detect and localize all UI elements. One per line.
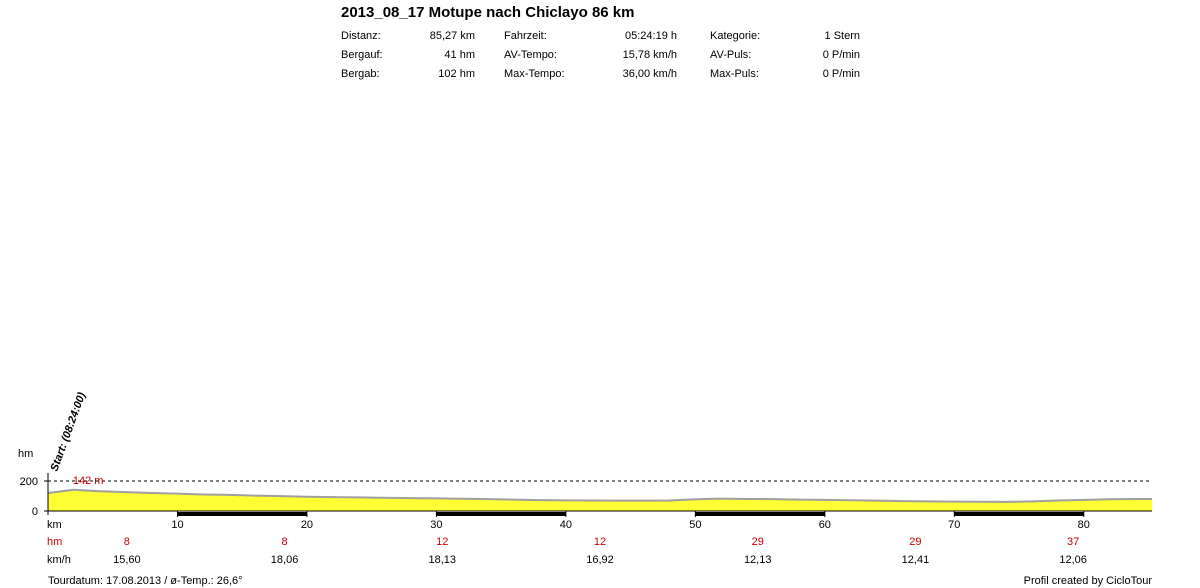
- elevation-area: [48, 489, 1152, 511]
- stat-value-max-tempo: 36,00 km/h: [622, 68, 677, 80]
- distance-band: [177, 512, 307, 516]
- x-tick-label: 80: [1078, 519, 1090, 531]
- x-tick-label: 60: [819, 519, 831, 531]
- x-tick-label: 70: [948, 519, 960, 531]
- stat-label-fahrzeit: Fahrzeit:: [504, 30, 547, 42]
- distance-band: [695, 512, 825, 516]
- y-tick-label: 0: [32, 506, 38, 518]
- stat-value-kategorie: 1 Stern: [824, 30, 860, 42]
- segment-hm-value: 12: [594, 536, 606, 548]
- distance-band: [436, 512, 566, 516]
- stat-value-av-tempo: 15,78 km/h: [622, 49, 677, 61]
- elevation-line: [47, 488, 1152, 503]
- segment-hm-value: 29: [752, 536, 764, 548]
- stat-label-bergab: Bergab:: [341, 68, 380, 80]
- segment-speed-value: 12,13: [744, 554, 772, 566]
- stat-value-bergab: 102 hm: [438, 68, 475, 80]
- tour-date-footer: Tourdatum: 17.08.2013 / ø-Temp.: 26,6°: [48, 575, 243, 587]
- distance-band: [954, 512, 1084, 516]
- segment-speed-value: 12,41: [902, 554, 930, 566]
- segment-speed-value: 16,92: [586, 554, 614, 566]
- stat-value-distanz: 85,27 km: [429, 30, 475, 42]
- segment-hm-value: 37: [1067, 536, 1079, 548]
- segment-hm-value: 29: [909, 536, 921, 548]
- segment-hm-value: 8: [124, 536, 130, 548]
- stat-value-fahrzeit: 05:24:19 h: [625, 30, 677, 42]
- stat-label-distanz: Distanz:: [341, 30, 381, 42]
- segment-hm-label: hm: [47, 536, 62, 548]
- segment-speed-value: 18,06: [271, 554, 299, 566]
- y-axis-label: hm: [18, 448, 33, 460]
- segment-hm-value: 8: [282, 536, 288, 548]
- stat-value-bergauf: 41 hm: [444, 49, 475, 61]
- x-tick-label: 30: [430, 519, 442, 531]
- tour-title: 2013_08_17 Motupe nach Chiclayo 86 km: [341, 4, 635, 21]
- max-elevation-label: 142 m: [73, 475, 104, 487]
- x-tick-label: 20: [301, 519, 313, 531]
- segment-speed-value: 12,06: [1059, 554, 1087, 566]
- x-tick-label: 40: [560, 519, 572, 531]
- x-tick-label: 50: [689, 519, 701, 531]
- stat-label-bergauf: Bergauf:: [341, 49, 383, 61]
- stat-value-av-puls: 0 P/min: [822, 49, 860, 61]
- stat-label-av-tempo: AV-Tempo:: [504, 49, 557, 61]
- stat-label-max-puls: Max-Puls:: [710, 68, 759, 80]
- segment-speed-value: 18,13: [429, 554, 457, 566]
- profile-credit-footer: Profil created by CicloTour: [1023, 575, 1152, 587]
- stat-value-max-puls: 0 P/min: [822, 68, 860, 80]
- segment-hm-value: 12: [436, 536, 448, 548]
- segment-speed-value: 15,60: [113, 554, 141, 566]
- y-tick-label: 200: [20, 476, 38, 488]
- stat-label-av-puls: AV-Puls:: [710, 49, 752, 61]
- x-tick-label: 10: [171, 519, 183, 531]
- start-time-label: Start: (08:24:00): [49, 390, 89, 473]
- stat-label-kategorie: Kategorie:: [710, 30, 761, 42]
- segment-speed-label: km/h: [47, 554, 71, 566]
- x-axis-label: km: [47, 519, 62, 531]
- stat-label-max-tempo: Max-Tempo:: [504, 68, 565, 80]
